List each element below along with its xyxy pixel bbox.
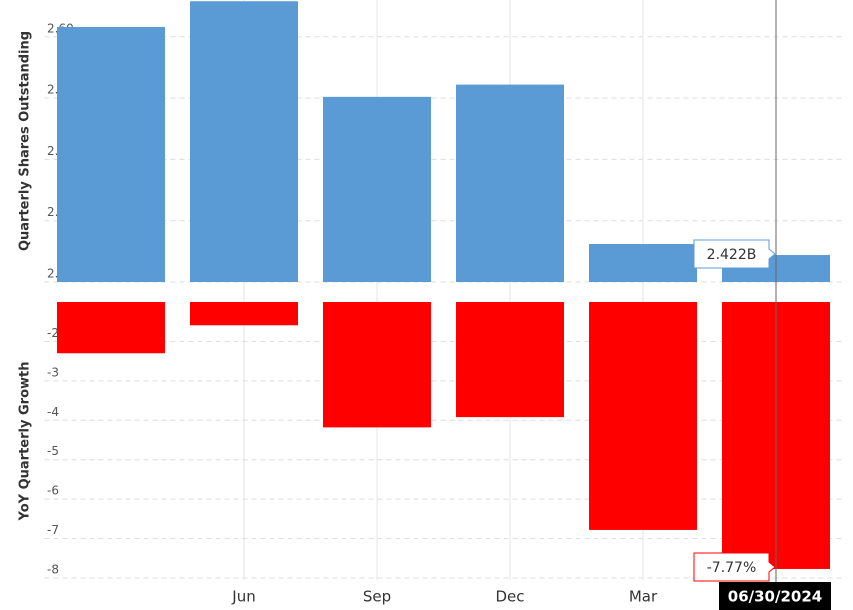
tooltip-box: [693, 552, 776, 582]
y-axis-title: Quarterly Shares Outstanding: [18, 31, 33, 251]
bar: [589, 302, 697, 530]
bar: [57, 302, 165, 354]
y-tick-label: -6: [47, 484, 59, 498]
y-tick-label: -4: [47, 405, 59, 419]
y-tick-label: -5: [47, 444, 59, 458]
bar: [190, 302, 298, 326]
bar: [456, 302, 564, 418]
tooltip-box: [693, 239, 776, 269]
hover-date: 06/30/2024: [728, 588, 822, 606]
x-tick-label: Sep: [363, 588, 391, 606]
y-tick-label: -7: [47, 523, 59, 537]
bar: [589, 243, 697, 282]
y-axis-title: YoY Quarterly Growth: [18, 362, 33, 522]
value-label: 2.422B: [707, 247, 757, 263]
x-tick-label: Mar: [629, 588, 658, 606]
y-tick-label: -2: [47, 326, 59, 340]
y-tick-label: -3: [47, 365, 59, 379]
hover-date-box: [719, 582, 831, 610]
y-tick-label: -8: [47, 563, 59, 577]
bar: [456, 84, 564, 282]
x-tick-label: Dec: [495, 588, 524, 606]
bar: [57, 26, 165, 283]
bar: [323, 302, 431, 428]
bar: [190, 1, 298, 283]
value-label: -7.77%: [707, 560, 757, 576]
bar: [323, 96, 431, 282]
x-tick-label: Jun: [231, 588, 255, 606]
